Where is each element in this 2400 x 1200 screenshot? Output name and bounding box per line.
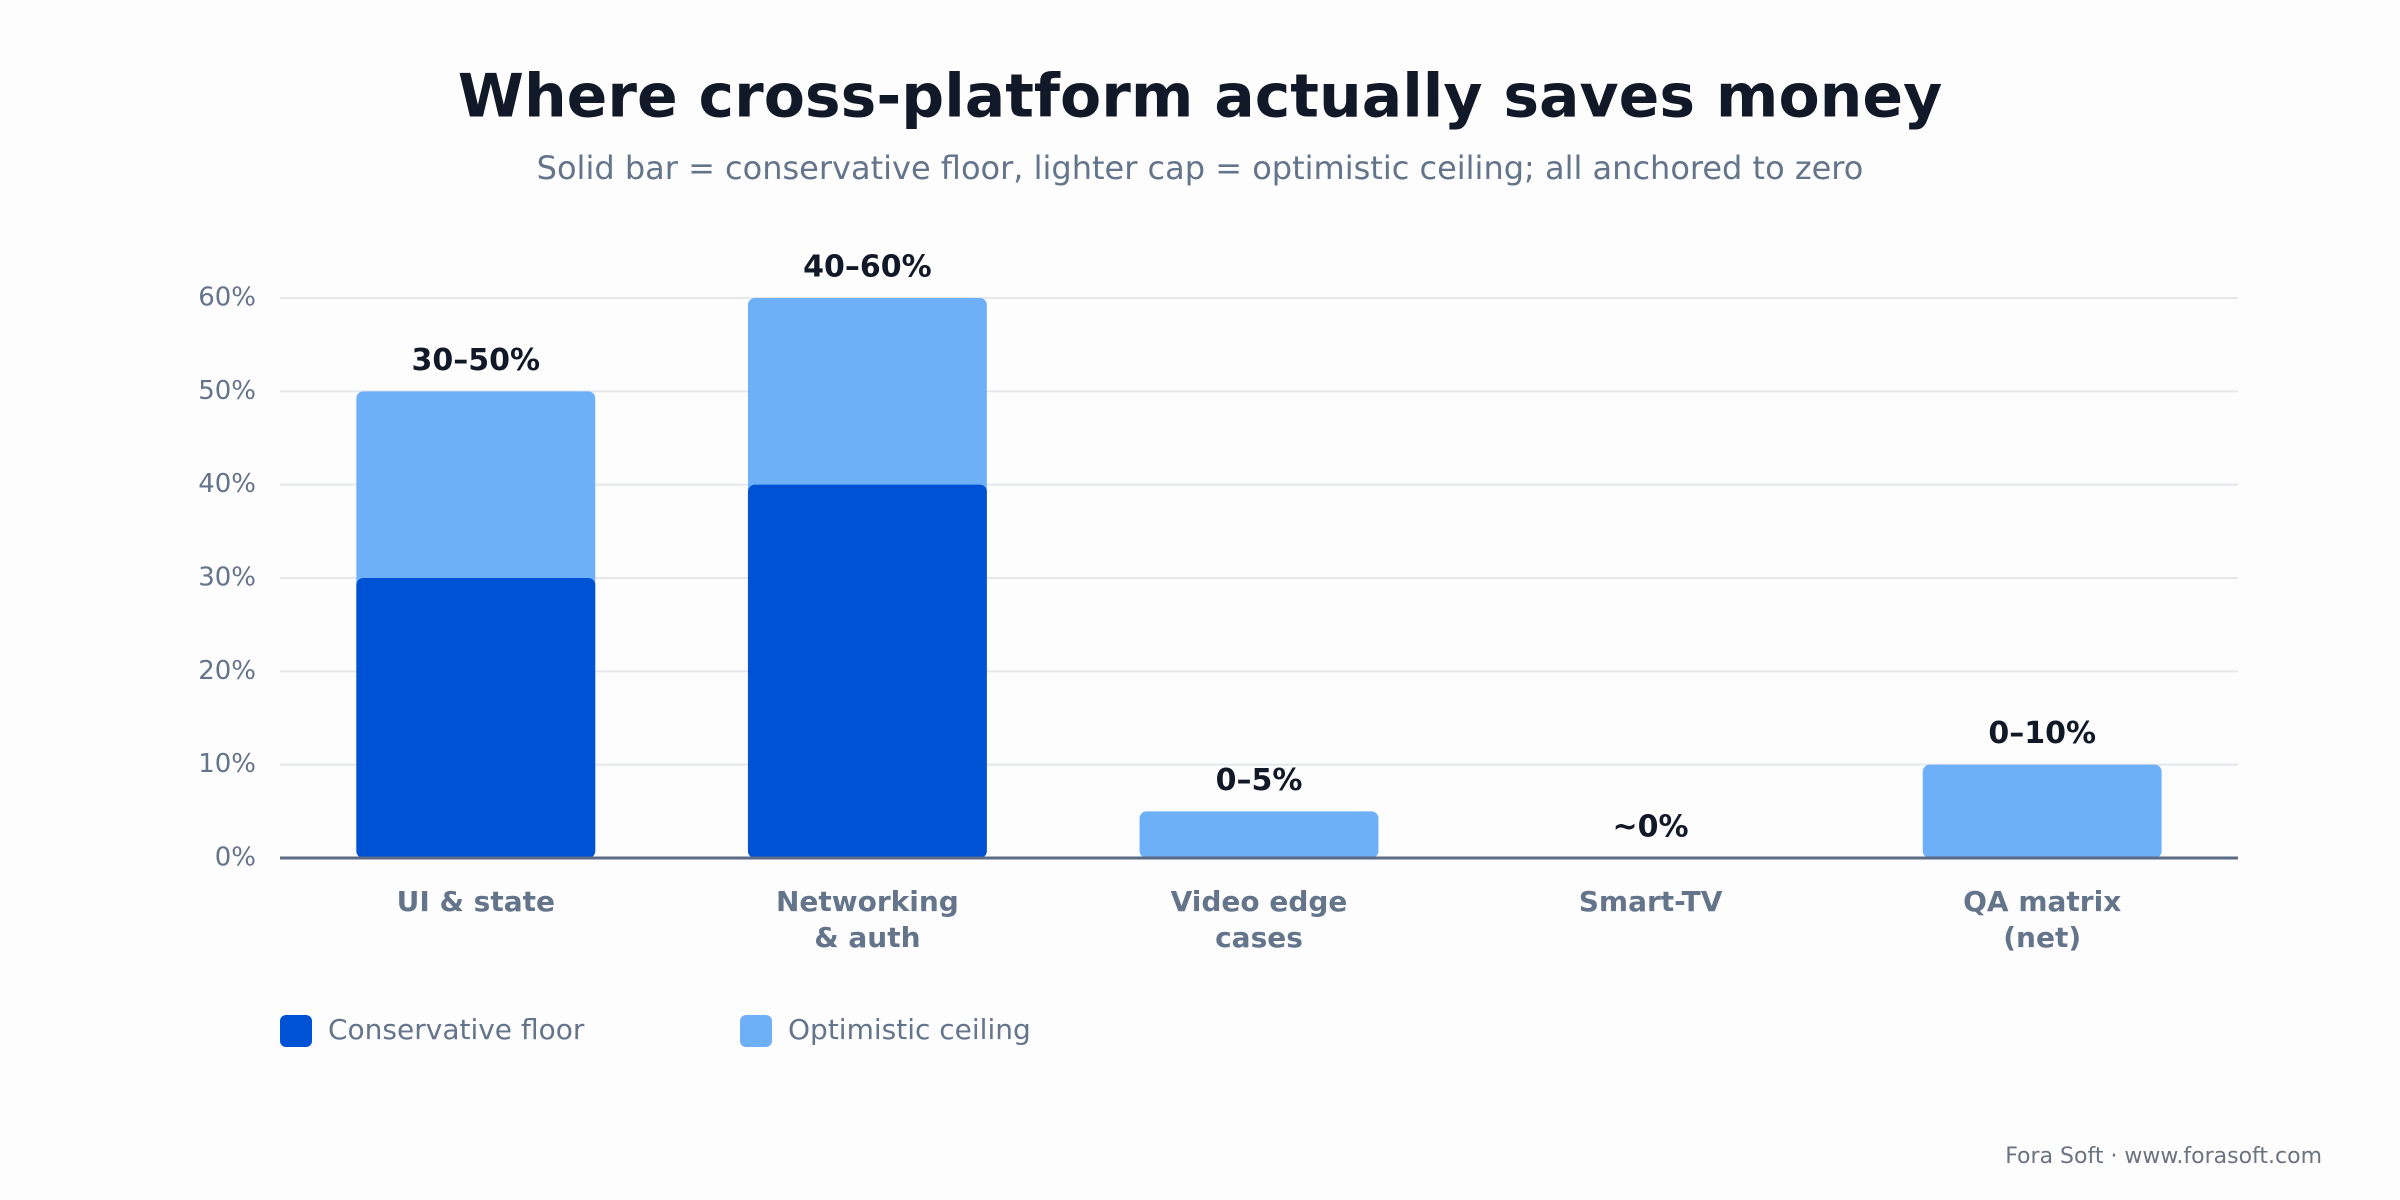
x-tick-label: QA matrix: [1963, 885, 2121, 918]
y-tick-label: 50%: [198, 376, 256, 406]
value-label: 0–10%: [1988, 716, 2096, 751]
x-tick-label: (net): [2003, 921, 2081, 954]
footer: Fora Soft · www.forasoft.com: [2005, 1144, 2322, 1169]
y-tick-label: 30%: [198, 563, 256, 593]
value-label: ~0%: [1613, 810, 1689, 845]
chart-title: Where cross-platform actually saves mone…: [458, 62, 1942, 132]
y-tick-label: 60%: [198, 283, 256, 313]
bar: [1139, 811, 1379, 858]
bar: [747, 484, 987, 858]
legend-label: Conservative floor: [328, 1013, 585, 1046]
x-tick-label: & auth: [814, 921, 920, 954]
x-tick-label: UI & state: [397, 885, 555, 918]
bar: [1922, 764, 2162, 858]
x-tick-label: Networking: [776, 885, 959, 918]
legend-label: Optimistic ceiling: [788, 1013, 1031, 1046]
x-tick-label: Video edge: [1171, 885, 1348, 918]
value-label: 0–5%: [1216, 763, 1303, 798]
x-tick-label: cases: [1215, 921, 1303, 954]
y-tick-label: 40%: [198, 469, 256, 499]
chart-subtitle: Solid bar = conservative floor, lighter …: [537, 149, 1864, 187]
legend-swatch: [280, 1015, 312, 1047]
y-tick-label: 20%: [198, 656, 256, 686]
value-label: 30–50%: [412, 343, 541, 378]
legend-swatch: [740, 1015, 772, 1047]
value-label: 40–60%: [803, 250, 932, 285]
bar: [356, 578, 596, 858]
x-tick-label: Smart-TV: [1579, 885, 1723, 918]
y-tick-label: 10%: [198, 749, 256, 779]
y-tick-label: 0%: [215, 843, 256, 873]
